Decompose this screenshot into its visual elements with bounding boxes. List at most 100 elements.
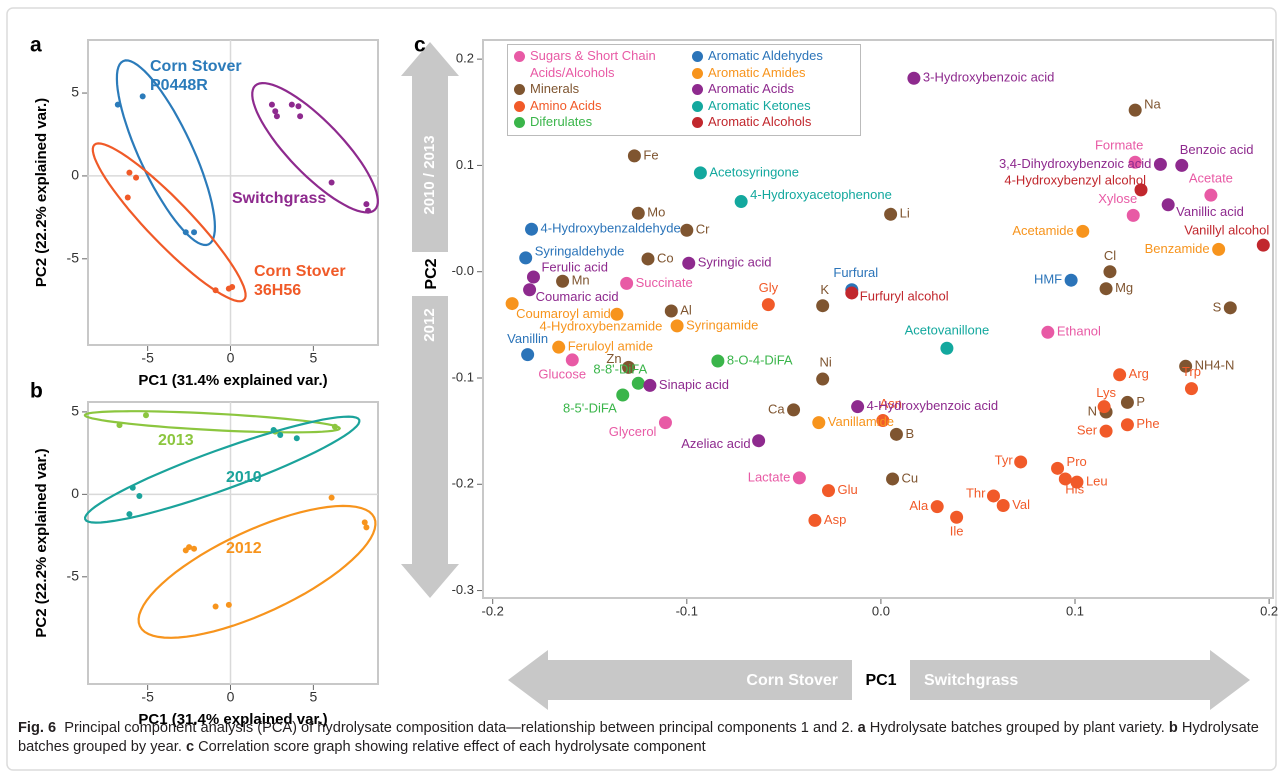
x-tick-label: 5 — [309, 350, 317, 366]
y-axis-title: PC2 (22.2% explained var.) — [33, 98, 50, 287]
data-point — [212, 287, 219, 294]
data-point — [886, 472, 900, 486]
legend-swatch — [692, 51, 703, 62]
series-label: Corn Stover P0448R — [150, 58, 242, 94]
point-label: Vanillamide — [828, 414, 894, 429]
point-label: Phe — [1136, 416, 1159, 431]
y-tick-label: -0.0 — [452, 263, 474, 278]
point-label: Coumaric acid — [536, 289, 619, 304]
caption-text: Hydrolysate batches grouped by plant var… — [869, 720, 1165, 736]
data-point — [1120, 418, 1134, 432]
data-point — [1058, 472, 1072, 486]
data-point — [986, 489, 1000, 503]
data-point — [711, 354, 725, 368]
data-point — [658, 416, 672, 430]
legend-label: Amino Acids — [530, 97, 602, 113]
data-point — [610, 307, 624, 321]
data-point — [1256, 238, 1270, 252]
point-label: Vanillin — [507, 331, 548, 346]
point-label: Ala — [909, 498, 929, 513]
point-label: Thr — [966, 485, 986, 500]
point-label: Syringamide — [686, 317, 758, 332]
x-tick-label: -5 — [141, 350, 154, 366]
data-point — [1099, 424, 1113, 438]
data-point — [845, 286, 859, 300]
data-point — [1076, 224, 1090, 238]
data-point — [622, 360, 636, 374]
legend-column: Sugars & Short Chain Acids/Alcohols Miner… — [514, 48, 692, 131]
point-label: Mn — [572, 273, 590, 288]
legend-item: Aromatic Ketones — [692, 98, 852, 115]
caption-text: Principal component analysis (PCA) of hy… — [64, 720, 854, 736]
point-label: Mo — [647, 205, 665, 220]
point-label: Gly — [759, 280, 779, 295]
y-tick-label: 0 — [71, 167, 79, 183]
pc2-arrow — [401, 42, 459, 598]
data-point — [627, 149, 641, 163]
data-point — [182, 229, 189, 236]
point-label: Cr — [696, 222, 710, 237]
confidence-ellipse — [91, 142, 247, 303]
data-point — [822, 484, 836, 498]
arrow-label: Switchgrass — [924, 672, 1018, 689]
legend-item: Aromatic Acids — [692, 81, 852, 98]
point-label: Benzamide — [1145, 241, 1210, 256]
data-point — [996, 499, 1010, 513]
data-point — [182, 547, 189, 554]
point-label: 8-8'-DiFA — [593, 362, 647, 377]
point-label: Vanillic acid — [1176, 204, 1244, 219]
plot-frame — [87, 39, 379, 346]
point-label: 8-5'-DiFA — [563, 400, 617, 415]
data-point — [143, 412, 149, 419]
data-point — [139, 93, 146, 100]
pc1-gap — [852, 658, 910, 702]
series-label: Corn Stover 36H56 — [254, 263, 346, 299]
figure-frame — [6, 7, 1277, 771]
legend-label: Sugars & Short Chain Acids/Alcohols — [530, 48, 656, 80]
legend: Sugars & Short Chain Acids/Alcohols Miner… — [507, 44, 861, 136]
data-point — [129, 484, 136, 491]
panel-letter: a — [30, 34, 42, 57]
x-tick-label: 0.0 — [872, 603, 890, 618]
x-tick-label: -0.1 — [676, 603, 698, 618]
y-tick-label: -0.1 — [452, 369, 474, 384]
x-axis-title: PC1 (31.4% explained var.) — [138, 711, 327, 728]
data-point — [1175, 158, 1189, 172]
data-point — [889, 427, 903, 441]
point-label: Azeliac acid — [681, 436, 750, 451]
point-label: NH4-N — [1195, 358, 1235, 373]
data-point — [268, 101, 275, 108]
data-point — [212, 603, 219, 610]
series-label: 2010 — [226, 469, 262, 486]
point-label: Ethanol — [1057, 324, 1101, 339]
data-point — [519, 251, 533, 265]
point-label: Trp — [1182, 364, 1201, 379]
data-point — [1014, 455, 1028, 469]
data-point — [273, 113, 280, 120]
data-point — [812, 416, 826, 430]
data-point — [664, 304, 678, 318]
point-label: Sinapic acid — [659, 377, 729, 392]
data-point — [631, 376, 645, 390]
data-point — [680, 223, 694, 237]
caption-label: a — [857, 720, 866, 736]
point-label: Asp — [824, 512, 846, 527]
point-label: Furfuryl alcohol — [860, 288, 949, 303]
point-label: Vanillyl alcohol — [1184, 223, 1269, 238]
y-tick-label: 0 — [71, 485, 79, 501]
data-point — [295, 103, 302, 110]
point-label: Acetosyringone — [709, 164, 799, 179]
point-label: Ni — [820, 354, 832, 369]
plot-frame — [87, 401, 379, 685]
legend-label: Aromatic Acids — [708, 81, 794, 96]
x-tick-label: 0 — [227, 350, 235, 366]
data-point — [616, 388, 630, 402]
data-point — [124, 194, 131, 201]
point-label: Cu — [902, 470, 919, 485]
legend-swatch — [692, 117, 703, 128]
point-label: 3,4-Dihydroxybenzoic acid — [999, 156, 1151, 171]
x-tick-label: 5 — [309, 689, 317, 705]
data-point — [940, 341, 954, 355]
point-label: N — [1088, 403, 1097, 418]
x-tick-label: -5 — [141, 689, 154, 705]
